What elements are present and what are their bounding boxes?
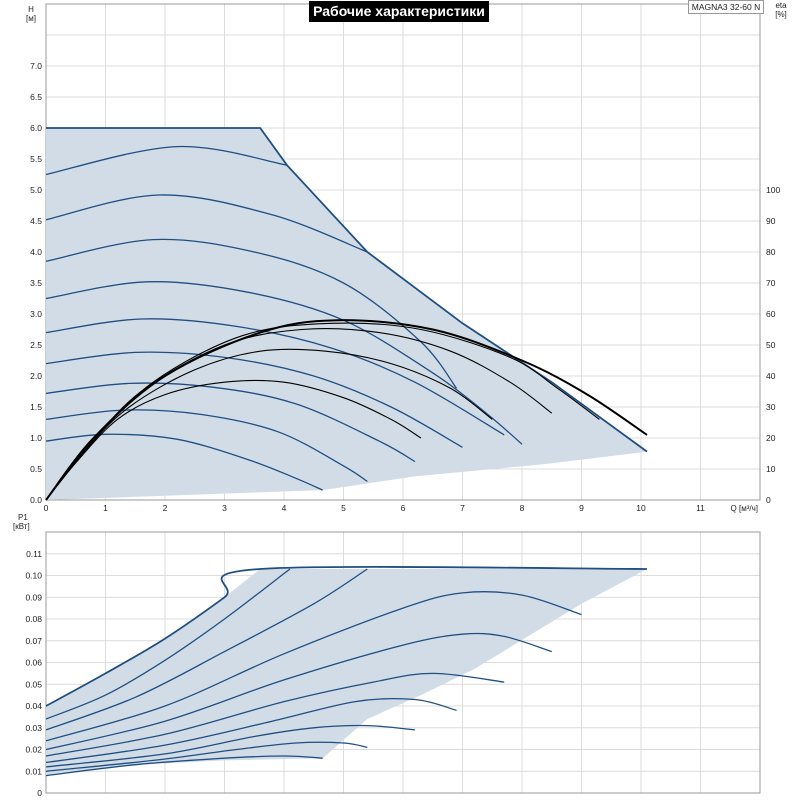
head-x-tick-label: 9 [579, 503, 584, 513]
power-y-axis-label-name: P1 [18, 513, 28, 522]
power-y-tick-label: 0.03 [25, 723, 42, 733]
head-y-tick-label: 2.0 [30, 371, 42, 381]
head-y-tick-label: 6.0 [30, 123, 42, 133]
head-y-tick-label: 4.0 [30, 247, 42, 257]
head-curve-8 [45, 409, 368, 482]
power-curve-2 [45, 568, 291, 720]
head-y-tick-label: 2.5 [30, 340, 42, 350]
power-y-tick-label: 0.06 [25, 658, 42, 668]
eta-tick-label: 30 [766, 402, 776, 412]
power-y-tick-label: 0.07 [25, 636, 42, 646]
eta-tick-label: 10 [766, 464, 776, 474]
head-y-tick-label: 3.0 [30, 309, 42, 319]
head-x-tick-label: 0 [44, 503, 49, 513]
head-y-axis-label-unit: [м] [26, 14, 36, 23]
head-x-axis-label: Q [м³/ч] [731, 504, 758, 513]
head-x-tick-label: 2 [163, 503, 168, 513]
head-x-tick-label: 3 [222, 503, 227, 513]
power-y-tick-label: 0.10 [25, 571, 42, 581]
eta-tick-label: 40 [766, 371, 776, 381]
power-panel: 0 0.01 0.02 0.03 0.04 0.05 0.06 0.07 0.08 0.09 0.1… [13, 513, 761, 798]
head-y-tick-label: 1.5 [30, 402, 42, 412]
eta-tick-label: 100 [766, 185, 780, 195]
head-curve-5 [45, 318, 505, 436]
head-y-axis-label-name: H [28, 5, 34, 14]
eta-tick-label: 0 [766, 495, 771, 505]
model-label: MAGNA3 32-60 N [688, 0, 764, 14]
head-x-tick-label: 8 [520, 503, 525, 513]
head-curve-6 [45, 351, 463, 448]
head-x-tick-label: 4 [282, 503, 287, 513]
power-curve-4 [45, 591, 582, 742]
head-y-tick-label: 4.5 [30, 216, 42, 226]
head-curve-9 [45, 433, 323, 491]
head-curve-4 [45, 281, 523, 445]
head-curve-2 [45, 194, 368, 253]
head-x-tick-label: 5 [341, 503, 346, 513]
head-y-tick-label: 1.0 [30, 433, 42, 443]
head-x-tick-label: 10 [636, 503, 646, 513]
head-y-tick-label: 3.5 [30, 278, 42, 288]
power-curve-1 [45, 566, 648, 707]
power-y-tick-label: 0.09 [25, 592, 42, 602]
head-curve-1 [45, 145, 288, 176]
eta-curve-1 [45, 379, 422, 501]
head-x-tick-label: 6 [401, 503, 406, 513]
power-y-tick-label: 0 [37, 788, 42, 798]
eta-axis-label-name: eta [775, 1, 787, 10]
power-y-tick-label: 0.11 [26, 549, 42, 559]
power-y-tick-label: 0.05 [25, 679, 42, 689]
eta-tick-label: 70 [766, 278, 776, 288]
head-y-tick-label: 0.5 [30, 464, 42, 474]
power-y-tick-label: 0.02 [25, 745, 42, 755]
eta-tick-label: 90 [766, 216, 776, 226]
power-y-tick-label: 0.08 [25, 614, 42, 624]
power-curve-7 [45, 697, 457, 764]
power-curve-5 [45, 632, 552, 751]
head-y-tick-label: 5.5 [30, 154, 42, 164]
head-x-tick-label: 11 [696, 503, 705, 513]
eta-tick-label: 80 [766, 247, 776, 257]
head-x-tick-label: 7 [460, 503, 465, 513]
eta-tick-label: 60 [766, 309, 776, 319]
eta-tick-label: 20 [766, 433, 776, 443]
chart-title: Рабочие характеристики [309, 1, 489, 22]
head-envelope-fill [46, 128, 647, 500]
power-envelope-fill [46, 569, 647, 776]
head-panel: 0.0 0.5 1.0 1.5 2.0 2.5 3.0 3.5 4.0 4.5 5.0 5.5 6.0 6… [26, 1, 787, 513]
head-y-tick-label: 7.0 [30, 61, 42, 71]
power-y-tick-label: 0.04 [25, 701, 42, 711]
power-y-axis-label-unit: [кВт] [13, 522, 30, 531]
power-y-tick-label: 0.01 [25, 766, 42, 776]
power-curve-3 [45, 568, 368, 731]
eta-tick-label: 50 [766, 340, 776, 350]
head-y-tick-label: 6.5 [30, 92, 42, 102]
head-max-curve [46, 127, 648, 453]
power-frame [45, 531, 761, 794]
power-curve-9 [45, 741, 368, 772]
head-curve-7 [45, 382, 416, 463]
power-curve-10 [45, 755, 323, 777]
power-curve-6 [45, 672, 505, 757]
eta-curve-5 [45, 319, 648, 501]
eta-axis-label-unit: [%] [775, 10, 787, 19]
head-y-tick-label: 0.0 [30, 495, 42, 505]
power-curve-8 [45, 724, 415, 768]
head-x-tick-label: 1 [103, 503, 108, 513]
head-y-tick-label: 5.0 [30, 185, 42, 195]
